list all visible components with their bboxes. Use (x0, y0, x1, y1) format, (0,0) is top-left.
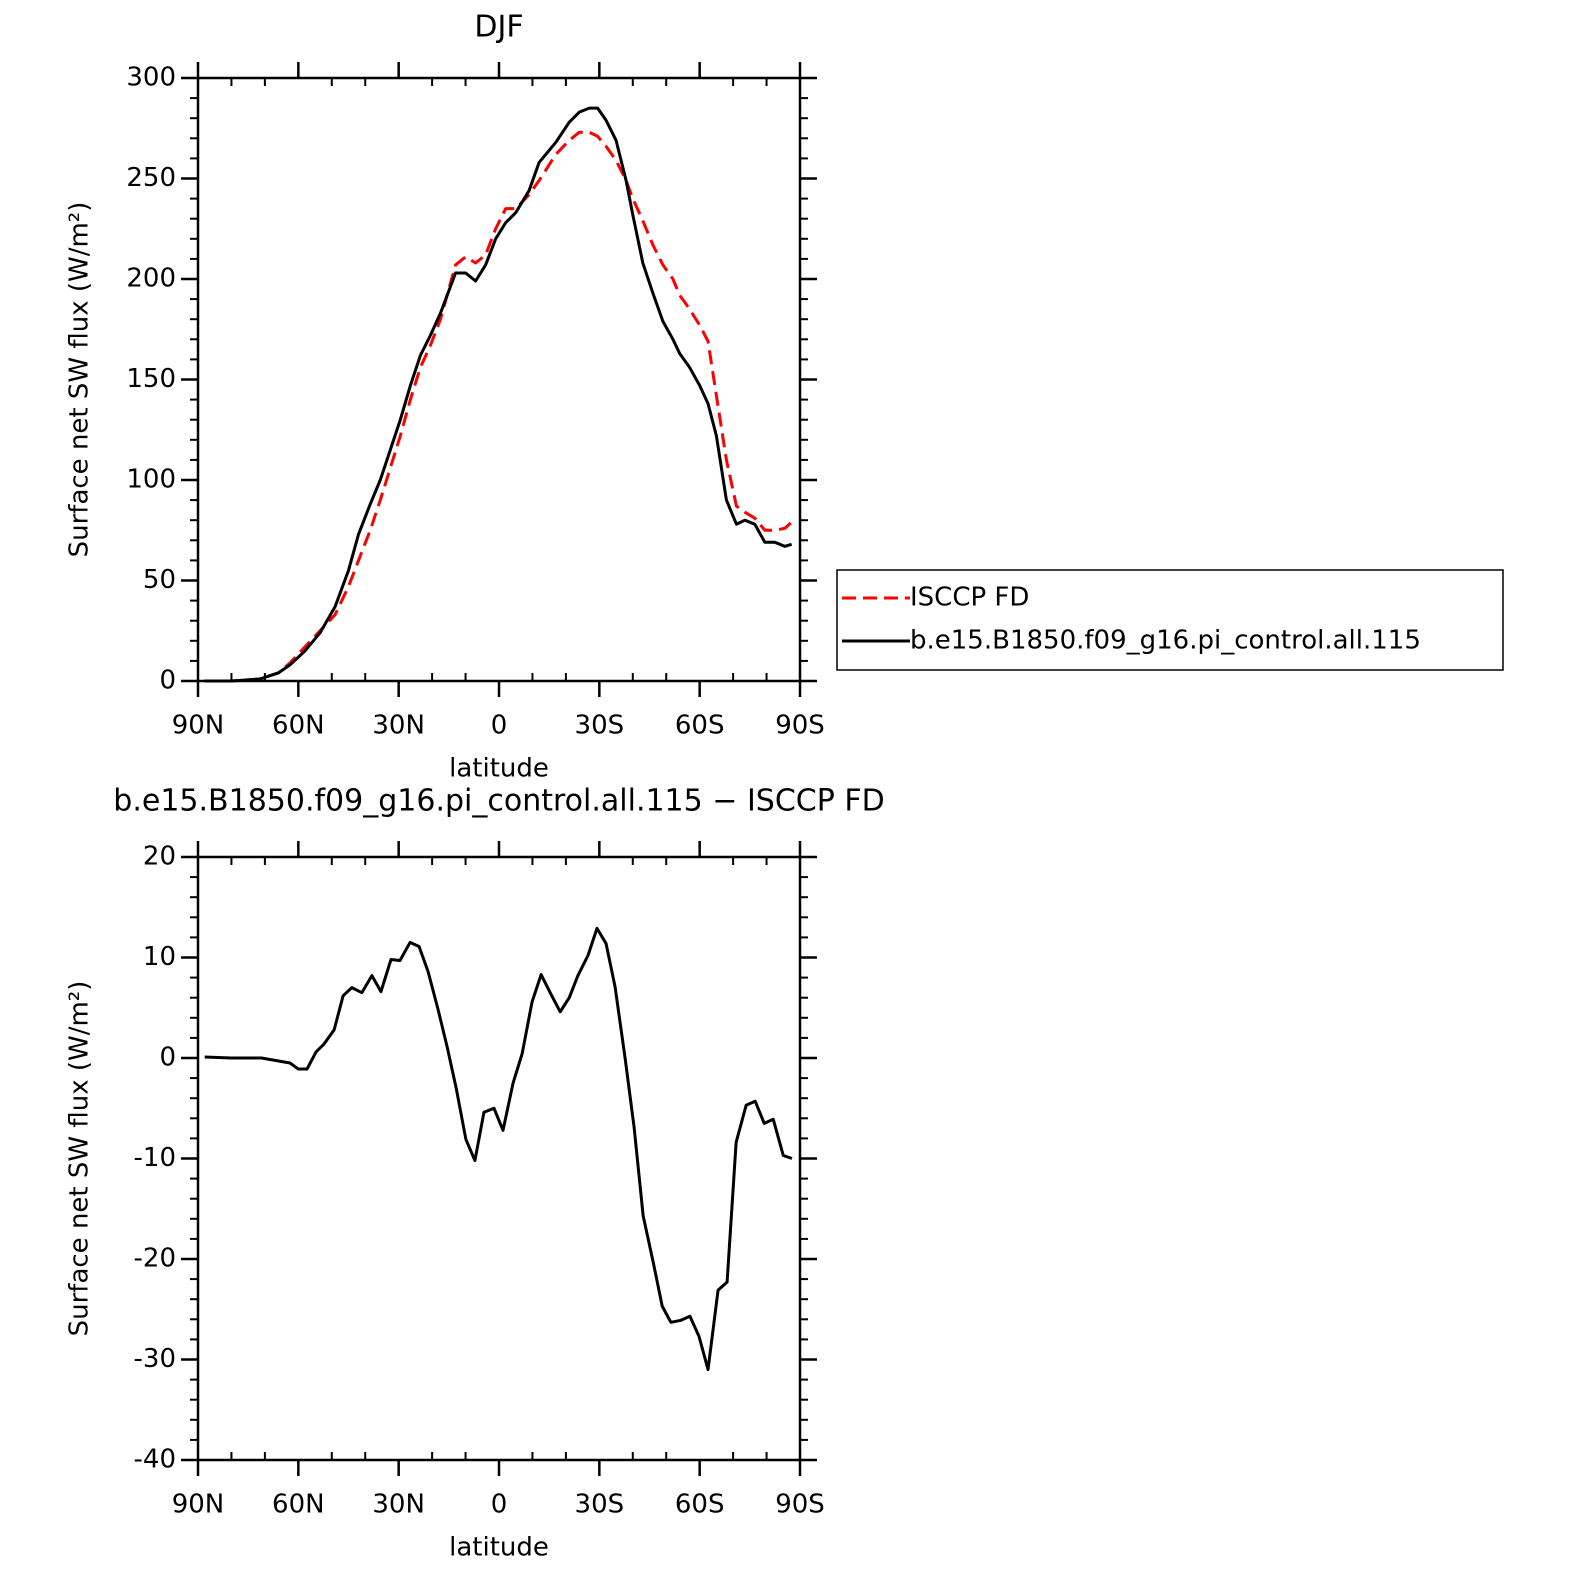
y-tick-label: 50 (143, 565, 176, 595)
y-tick-label: -20 (134, 1244, 176, 1274)
y-tick-label: 10 (143, 942, 176, 972)
x-tick-label: 60S (675, 711, 725, 741)
x-tick-label: 30S (575, 711, 625, 741)
y-tick-label: -10 (134, 1143, 176, 1173)
y-tick-label: 200 (126, 264, 176, 294)
chart-title: b.e15.B1850.f09_g16.pi_control.all.115 −… (113, 784, 884, 819)
x-tick-label: 0 (491, 1490, 508, 1520)
x-axis-label: latitude (449, 1533, 549, 1563)
x-tick-label: 30N (372, 1490, 425, 1520)
y-axis-label: Surface net SW flux (W/m²) (65, 202, 95, 558)
x-tick-label: 90N (172, 711, 225, 741)
y-tick-label: 250 (126, 163, 176, 193)
y-tick-label: 150 (126, 364, 176, 394)
legend-label: b.e15.B1850.f09_g16.pi_control.all.115 (910, 626, 1421, 656)
y-tick-label: -30 (134, 1344, 176, 1374)
plot-frame (196, 76, 802, 683)
x-tick-label: 30N (372, 711, 425, 741)
y-tick-label: 0 (159, 666, 176, 696)
y-tick-label: 300 (126, 63, 176, 93)
x-tick-label: 60N (272, 711, 325, 741)
chart-title: DJF (474, 10, 523, 45)
x-tick-label: 90N (172, 1490, 225, 1520)
y-tick-label: 100 (126, 465, 176, 495)
x-tick-label: 60S (675, 1490, 725, 1520)
y-tick-label: 0 (159, 1043, 176, 1073)
series-line (204, 130, 793, 683)
x-tick-label: 60N (272, 1490, 325, 1520)
x-tick-label: 90S (775, 711, 825, 741)
plot-frame (196, 855, 802, 1462)
legend-label: ISCCP FD (910, 583, 1029, 613)
x-axis-label: latitude (449, 754, 549, 784)
x-tick-label: 90S (775, 1490, 825, 1520)
y-tick-label: -40 (134, 1445, 176, 1475)
series-line (204, 926, 793, 1372)
y-tick-label: 20 (143, 842, 176, 872)
series-line (204, 106, 793, 683)
y-axis-label: Surface net SW flux (W/m²) (65, 981, 95, 1337)
x-tick-label: 0 (491, 711, 508, 741)
x-tick-label: 30S (575, 1490, 625, 1520)
legend-box (836, 569, 1504, 671)
